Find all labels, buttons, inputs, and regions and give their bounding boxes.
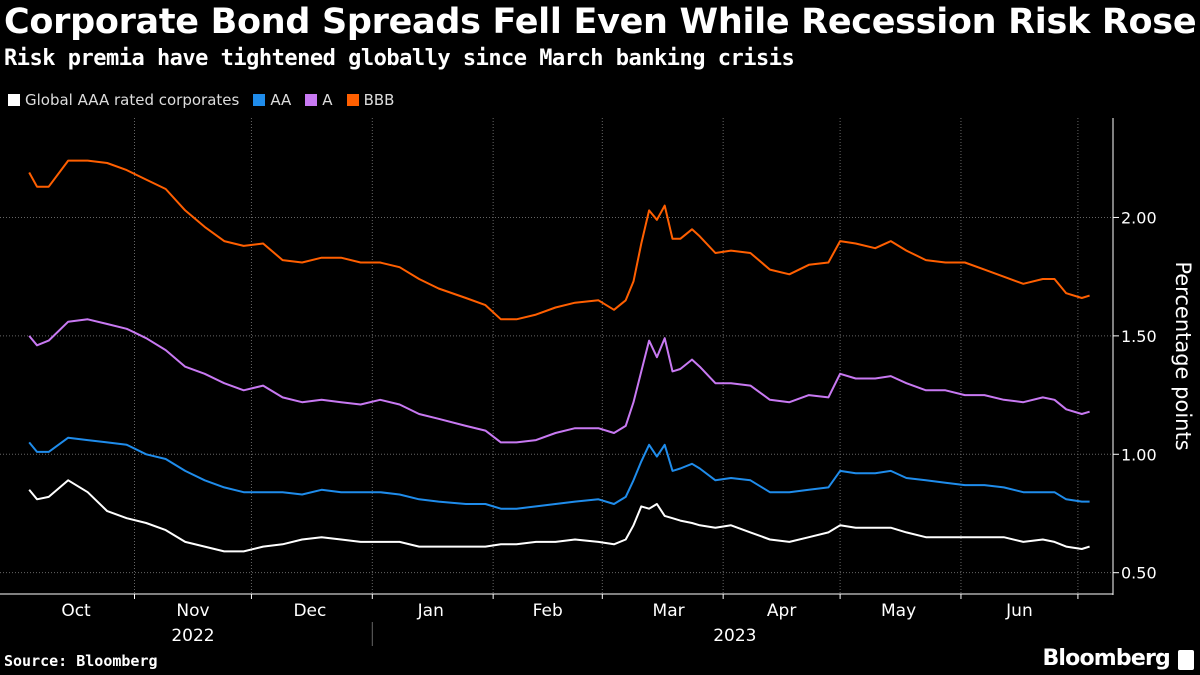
source-note: Source: Bloomberg <box>4 652 158 670</box>
x-tick-label: Jun <box>1005 601 1033 621</box>
legend-item-aaa: Global AAA rated corporates <box>8 91 239 109</box>
y-tick-label: 2.00 <box>1121 208 1157 227</box>
chart-subtitle: Risk premia have tightened globally sinc… <box>4 46 795 71</box>
legend-label: AA <box>270 91 292 109</box>
x-year-label: 2022 <box>171 626 214 646</box>
brand-logo: Bloomberg <box>1042 646 1170 671</box>
legend: Global AAA rated corporates AA A BBB <box>8 91 394 109</box>
x-tick-label: Nov <box>176 601 209 621</box>
legend-swatch <box>346 94 359 106</box>
legend-label: BBB <box>363 91 395 109</box>
legend-swatch <box>305 94 318 106</box>
series-line-a <box>28 318 1090 444</box>
legend-item-aa: AA <box>253 91 291 109</box>
x-tick-label: Apr <box>767 601 796 621</box>
x-year-label: 2023 <box>713 626 756 646</box>
x-tick-label: Jan <box>417 601 444 621</box>
series-line-bbb <box>28 159 1090 321</box>
x-tick-label: Oct <box>61 601 91 621</box>
y-tick-label: 1.00 <box>1121 445 1157 464</box>
legend-item-bbb: BBB <box>346 91 395 109</box>
x-tick-label: May <box>881 601 916 621</box>
legend-label: Global AAA rated corporates <box>25 91 240 109</box>
legend-swatch <box>253 94 266 106</box>
y-axis-label: Percentage points <box>1171 261 1195 450</box>
y-tick-label: 1.50 <box>1121 327 1157 346</box>
y-tick-label: 0.50 <box>1121 564 1157 583</box>
legend-label: A <box>322 91 333 109</box>
series-line-aa <box>28 436 1090 510</box>
x-tick-label: Feb <box>533 601 563 621</box>
x-tick-label: Mar <box>653 601 685 621</box>
x-tick-label: Dec <box>293 601 326 621</box>
series-line-global-aaa-rated-corporates <box>28 479 1090 553</box>
legend-item-a: A <box>305 91 333 109</box>
chart-title: Corporate Bond Spreads Fell Even While R… <box>4 2 1197 42</box>
bloomberg-chart-icon <box>1178 650 1194 670</box>
legend-swatch <box>8 94 20 106</box>
